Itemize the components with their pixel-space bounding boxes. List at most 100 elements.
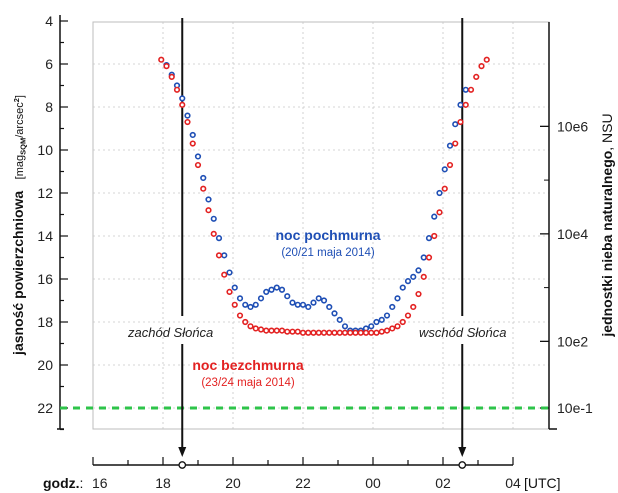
data-point [194,153,202,160]
data-point [305,303,312,311]
data-point [410,273,417,280]
data-point [389,303,396,311]
y-right-tick-label: 10e2 [557,333,588,349]
data-point [399,284,406,291]
y-axis-right-title-main: jednostki nieba naturalnego [599,151,615,338]
event-lines [178,18,467,469]
data-point [242,318,249,326]
data-point [252,325,259,332]
data-point [341,329,349,336]
y-axis-left-unit-mid: /arcsec [14,102,26,138]
data-point [394,295,401,302]
data-point [383,327,391,334]
data-point [221,252,228,259]
y-axis-left-title-main: jasność powierzchniowa [10,191,26,356]
y-axis-right-title-sep: , [599,143,615,151]
event-marker [458,461,467,469]
data-point [326,329,333,336]
y-right-tick-label: 10e-1 [557,400,593,416]
data-point [184,112,191,119]
data-point [457,101,464,108]
grid [93,22,549,429]
data-point [415,267,422,274]
data-point [446,161,454,169]
data-point [462,86,469,93]
data-point [205,207,212,214]
series-label-cloudy: noc pochmurna [275,227,380,243]
data-point [289,299,296,306]
data-point [257,326,265,333]
data-point [278,327,286,334]
data-point [331,310,338,317]
data-point [478,63,485,70]
data-point [263,288,270,296]
data-point [179,95,186,102]
data-point [373,329,380,336]
event-marker [178,461,187,469]
data-point [210,230,217,237]
x-tick-label: 22 [295,475,311,491]
y-left-tick-label: 14 [37,228,53,244]
data-point [441,166,448,173]
data-point [252,301,259,308]
series-subtitle-cloudy: (20/21 maja 2014) [281,247,375,259]
y-axis-left-unit-sup: 2 [12,98,21,102]
data-point [247,303,254,311]
y-left-tick-label: 6 [45,56,53,72]
data-point [200,174,207,182]
data-point [310,299,317,306]
data-point [305,329,312,336]
data-point [299,301,307,308]
y-axis-right-title-unit: NSU [599,113,615,143]
series-subtitle-clear: (23/24 maja 2014) [201,377,295,389]
y-left-tick-label: 8 [45,99,53,115]
data-point [467,86,475,93]
y-axis-left-title: jasność powierzchniowa [magSQM/arcsec2] [10,95,28,356]
data-point [173,86,181,93]
data-point [362,329,370,336]
x-axis-prefix-text: godz. [43,475,80,491]
data-point [299,329,307,336]
data-point [268,327,275,334]
data-point [194,161,202,169]
data-point [215,252,223,259]
data-point [221,271,228,278]
data-point [410,303,417,311]
data-point [336,316,343,323]
y-left-tick-label: 12 [37,185,53,201]
data-point [383,312,391,319]
y-left-tick-label: 10 [37,142,53,158]
y-left-tick-label: 16 [37,271,53,287]
data-point [436,189,443,197]
event-arrowhead [458,447,467,457]
y-axis-left-unit-sub: SQM [19,138,28,155]
data-point [284,293,291,300]
y-right-tick-label: 10e4 [557,226,588,242]
sunset-label: zachód Słońca [127,325,213,340]
y-left-tick-label: 18 [37,314,53,330]
data-point [483,56,490,63]
data-points [158,56,490,336]
data-point [336,329,343,336]
y-right-tick-label: 10e6 [557,118,588,134]
data-point [462,101,469,108]
data-point [373,318,380,326]
data-point [436,209,443,216]
data-point [289,328,296,335]
data-point [425,254,433,261]
series-label-clear: noc bezchmurna [192,357,303,373]
data-point [284,328,291,335]
data-point [431,232,438,240]
data-point [320,297,328,304]
data-point [236,312,244,319]
data-point [378,316,385,323]
data-point [158,56,165,63]
data-point [247,323,254,330]
data-point [273,327,280,334]
data-point [368,323,375,330]
data-point [268,286,275,293]
data-point [273,284,280,291]
x-axis-unit: [UTC] [524,475,561,491]
y-left-tick-label: 4 [45,13,53,29]
data-point [263,327,270,334]
